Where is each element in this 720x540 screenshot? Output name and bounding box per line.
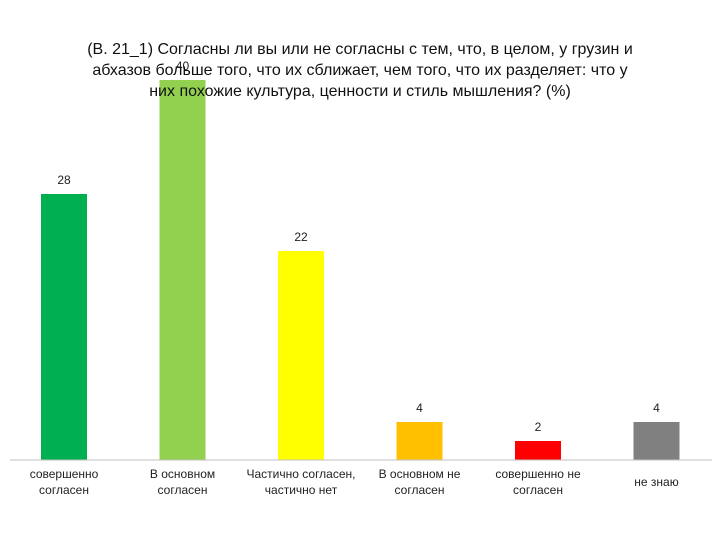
category-label-1-1: согласен bbox=[158, 483, 208, 497]
category-label-0-0: совершенно bbox=[30, 467, 99, 481]
category-label-2-0: Частично согласен, bbox=[247, 467, 356, 481]
bars-layer bbox=[41, 80, 680, 460]
title-line-2: них похожие культура, ценности и стиль м… bbox=[149, 83, 571, 100]
bar-4 bbox=[515, 441, 561, 460]
bar-1 bbox=[159, 80, 206, 460]
category-label-3-1: согласен bbox=[395, 483, 445, 497]
bar-5 bbox=[633, 422, 680, 460]
value-label-3: 4 bbox=[416, 401, 423, 415]
category-label-0-1: согласен bbox=[39, 483, 89, 497]
title-line-1: абхазов больше того, что их сближает, че… bbox=[92, 62, 627, 79]
category-label-5-0: не знаю bbox=[634, 475, 678, 489]
category-label-4-0: совершенно не bbox=[495, 467, 581, 481]
category-label-1-0: В основном bbox=[150, 467, 215, 481]
bar-2 bbox=[278, 251, 324, 460]
category-label-2-1: частично нет bbox=[265, 483, 338, 497]
category-labels-layer: совершенно согласен В основном согласен Част… bbox=[30, 467, 679, 497]
bar-3 bbox=[396, 422, 443, 460]
value-label-5: 4 bbox=[653, 401, 660, 415]
category-label-3-0: В основном не bbox=[379, 467, 461, 481]
value-label-1: 40 bbox=[176, 59, 190, 73]
chart-title: (В. 21_1) Согласны ли вы или не согласны… bbox=[87, 41, 633, 100]
bar-0 bbox=[41, 194, 87, 460]
value-label-0: 28 bbox=[57, 173, 71, 187]
category-label-4-1: согласен bbox=[513, 483, 563, 497]
value-label-2: 22 bbox=[294, 230, 308, 244]
title-line-0: (В. 21_1) Согласны ли вы или не согласны… bbox=[87, 41, 633, 58]
value-labels-layer: 28 40 22 4 2 4 bbox=[57, 59, 660, 434]
value-label-4: 2 bbox=[535, 420, 542, 434]
